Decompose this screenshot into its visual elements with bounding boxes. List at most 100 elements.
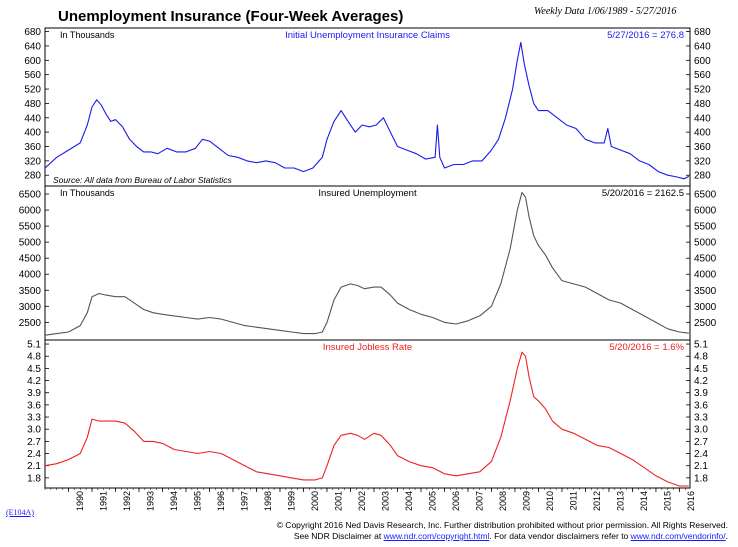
- y-tick-label-left: 480: [24, 99, 41, 110]
- panel-title: Insured Unemployment: [318, 188, 417, 199]
- y-tick-label-right: 520: [694, 85, 711, 96]
- x-tick-label: 1990: [75, 491, 85, 511]
- footer-line-1: © Copyright 2016 Ned Davis Research, Inc…: [276, 520, 728, 530]
- latest-value-label: 5/20/2016 = 1.6%: [609, 342, 684, 353]
- x-tick-label: 2002: [357, 491, 367, 511]
- x-tick-label: 2007: [475, 491, 485, 511]
- y-tick-label-left: 4500: [19, 254, 42, 265]
- y-tick-label-left: 6000: [19, 206, 42, 217]
- y-tick-label-right: 4.8: [694, 352, 708, 363]
- latest-value-label: 5/27/2016 = 276.8: [607, 30, 684, 41]
- y-tick-label-left: 4.2: [27, 376, 41, 387]
- y-tick-label-right: 3000: [694, 302, 717, 313]
- y-tick-label-left: 400: [24, 128, 41, 139]
- y-tick-label-left: 6500: [19, 190, 42, 201]
- x-tick-label: 2011: [569, 491, 579, 510]
- copyright-footer: © Copyright 2016 Ned Davis Research, Inc…: [277, 520, 728, 542]
- y-tick-label-left: 3.9: [27, 388, 41, 399]
- x-tick-label: 1993: [146, 491, 156, 511]
- y-tick-label-right: 320: [694, 156, 711, 167]
- y-tick-label-left: 4000: [19, 270, 42, 281]
- y-tick-label-left: 440: [24, 113, 41, 124]
- y-tick-label-right: 4.2: [694, 376, 708, 387]
- y-tick-label-right: 2.7: [694, 437, 708, 448]
- y-tick-label-right: 2.4: [694, 449, 708, 460]
- y-tick-label-left: 680: [24, 27, 41, 38]
- y-tick-label-right: 3.0: [694, 425, 708, 436]
- x-tick-label: 2005: [428, 491, 438, 511]
- y-tick-label-right: 2.1: [694, 461, 708, 472]
- x-tick-label: 2013: [616, 491, 626, 511]
- y-tick-label-right: 3.3: [694, 413, 708, 424]
- y-tick-label-left: 3.3: [27, 413, 41, 424]
- copyright-link[interactable]: www.ndr.com/copyright.html: [383, 531, 490, 541]
- y-tick-label-left: 600: [24, 56, 41, 67]
- x-tick-label: 2016: [686, 491, 696, 511]
- chart-title: Unemployment Insurance (Four-Week Averag…: [58, 8, 404, 25]
- y-tick-label-right: 440: [694, 113, 711, 124]
- y-tick-label-right: 680: [694, 27, 711, 38]
- y-tick-label-right: 6500: [694, 190, 717, 201]
- y-tick-label-right: 1.8: [694, 473, 708, 484]
- y-tick-label-right: 3.6: [694, 400, 708, 411]
- panel-title: Initial Unemployment Insurance Claims: [285, 30, 450, 41]
- y-tick-label-right: 4000: [694, 270, 717, 281]
- y-tick-label-left: 3500: [19, 286, 42, 297]
- y-tick-label-right: 6000: [694, 206, 717, 217]
- y-tick-label-left: 5500: [19, 222, 42, 233]
- y-tick-label-left: 3000: [19, 302, 42, 313]
- y-tick-label-right: 5000: [694, 238, 717, 249]
- y-tick-label-left: 5000: [19, 238, 42, 249]
- y-tick-label-right: 4500: [694, 254, 717, 265]
- y-tick-label-left: 2.4: [27, 449, 41, 460]
- y-tick-label-left: 520: [24, 85, 41, 96]
- x-tick-label: 2012: [592, 491, 602, 511]
- y-tick-label-left: 3.0: [27, 425, 41, 436]
- x-tick-label: 2009: [522, 491, 532, 511]
- plot-frame: [44, 27, 691, 489]
- x-tick-label: 2008: [498, 491, 508, 511]
- x-tick-label: 2001: [334, 491, 344, 511]
- y-tick-label-left: 2500: [19, 318, 42, 329]
- x-tick-label: 1999: [287, 491, 297, 511]
- y-tick-label-right: 5.1: [694, 340, 708, 351]
- y-tick-label-right: 4.5: [694, 364, 708, 375]
- latest-value-label: 5/20/2016 = 2162.5: [602, 188, 684, 199]
- y-tick-label-right: 3.9: [694, 388, 708, 399]
- y-tick-label-left: 3.6: [27, 400, 41, 411]
- x-tick-label: 2006: [451, 491, 461, 511]
- document-code[interactable]: (E104A): [6, 508, 34, 517]
- source-note: Source: All data from Bureau of Labor St…: [53, 175, 232, 185]
- x-tick-label: 2014: [639, 491, 649, 511]
- y-tick-label-right: 600: [694, 56, 711, 67]
- y-tick-label-right: 3500: [694, 286, 717, 297]
- footer-text-b: . For data vendor disclaimers refer to: [489, 531, 631, 541]
- y-tick-label-right: 360: [694, 142, 711, 153]
- panel-title: Insured Jobless Rate: [323, 342, 412, 353]
- y-tick-label-left: 2.7: [27, 437, 41, 448]
- vendor-info-link[interactable]: www.ndr.com/vendorinfo/: [630, 531, 726, 541]
- y-tick-label-left: 560: [24, 70, 41, 81]
- y-tick-label-left: 2.1: [27, 461, 41, 472]
- y-tick-label-left: 5.1: [27, 340, 41, 351]
- y-tick-label-right: 5500: [694, 222, 717, 233]
- series-line-claims: [44, 41, 690, 180]
- y-tick-label-left: 1.8: [27, 473, 41, 484]
- y-tick-label-left: 280: [24, 171, 41, 182]
- footer-line-2: See NDR Disclaimer at www.ndr.com/copyri…: [277, 531, 728, 542]
- unit-label: In Thousands: [60, 30, 115, 40]
- chart-subtitle: Weekly Data 1/06/1989 - 5/27/2016: [534, 6, 677, 17]
- x-tick-label: 2004: [404, 491, 414, 511]
- x-tick-label: 1992: [122, 491, 132, 511]
- y-tick-label-right: 400: [694, 128, 711, 139]
- x-tick-label: 1996: [216, 491, 226, 511]
- unit-label: In Thousands: [60, 188, 115, 198]
- footer-text-a: See NDR Disclaimer at: [293, 531, 384, 541]
- x-tick-label: 2003: [381, 491, 391, 511]
- y-tick-label-right: 480: [694, 99, 711, 110]
- footer-text-c: .: [725, 531, 728, 541]
- y-tick-label-left: 320: [24, 156, 41, 167]
- y-tick-label-right: 560: [694, 70, 711, 81]
- x-tick-label: 2010: [545, 491, 555, 511]
